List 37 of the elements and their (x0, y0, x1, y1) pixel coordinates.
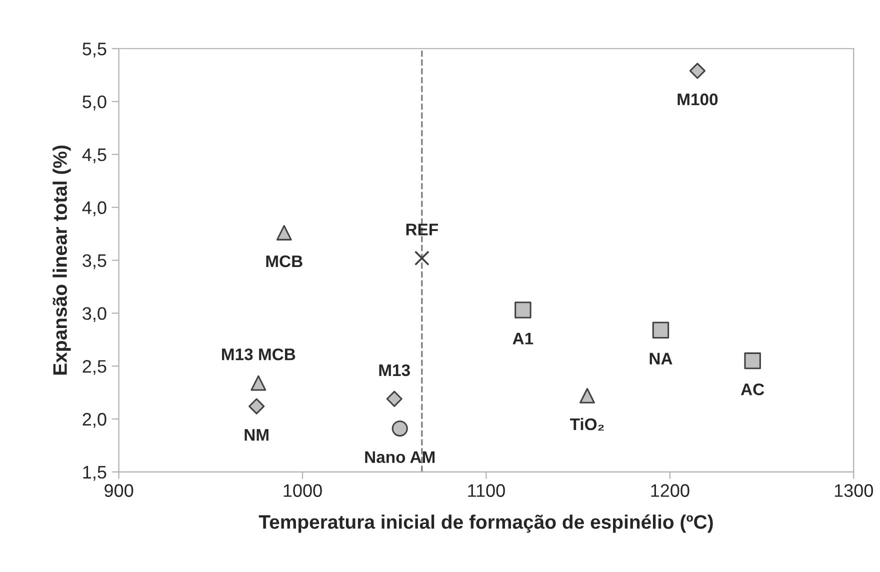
series-label: M13 (379, 364, 410, 376)
point (276, 225, 292, 240)
y-tick-label: 2,0 (82, 412, 106, 428)
series-label: Nano AM (365, 451, 435, 463)
y-tick-label: 2,5 (82, 360, 106, 375)
series-label: TiO₂ (570, 418, 604, 431)
y-axis-title: Expansão linear total (%) (52, 146, 71, 375)
x-tick-label: 1200 (651, 484, 690, 497)
point (392, 420, 408, 437)
series-label: MCB (266, 255, 302, 268)
point (744, 352, 761, 370)
series-label: M100 (678, 94, 718, 106)
y-tick-label: 1,5 (83, 466, 106, 481)
point (514, 302, 532, 318)
point (414, 250, 430, 266)
y-tick-label: 5,0 (82, 95, 106, 110)
y-tick-label: 4,0 (82, 201, 106, 216)
series-label: NM (244, 429, 268, 441)
series-label: A1 (512, 332, 534, 344)
point (689, 62, 706, 79)
series-label: AC (740, 383, 764, 396)
y-tick-label: 4,5 (82, 148, 106, 164)
x-tick-label: 1300 (834, 484, 873, 497)
point (652, 322, 670, 338)
point (250, 375, 266, 391)
x-tick-label: 1100 (468, 484, 505, 497)
y-tick-label: 3,5 (82, 254, 106, 270)
point (248, 398, 265, 414)
y-tick-label: 3,0 (82, 307, 106, 322)
series-label: NA (650, 352, 672, 364)
series-label: M13 MCB (222, 348, 296, 360)
point (386, 390, 402, 407)
y-tick-label: 5,5 (82, 42, 106, 58)
x-tick-label: 900 (104, 484, 134, 497)
x-axis-title: Temperatura inicial de formação de espinélio (ºC) (258, 514, 713, 533)
x-tick-label: 1000 (284, 484, 322, 497)
point (580, 388, 595, 404)
